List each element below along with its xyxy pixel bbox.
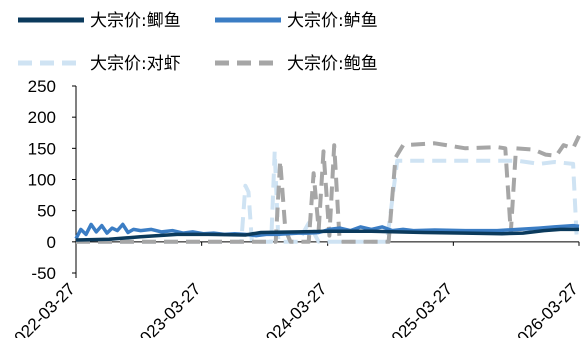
y-tick-label: 100 [28,171,56,190]
x-tick-label: 2022-03-27 [4,279,79,338]
y-tick-label: 250 [28,77,56,96]
series-line [74,222,580,240]
legend-label: 大宗价:鲫鱼 [90,11,181,31]
y-tick-label: 0 [47,233,56,252]
x-tick-label: 2026-03-27 [507,279,582,338]
x-axis: 2022-03-27 2023-03-27 2024-03-27 2025-03-27… [4,241,582,338]
y-tick-label: 200 [28,108,56,127]
y-tick-label: -50 [31,264,56,283]
series-line [76,135,581,244]
x-tick-label: 2023-03-27 [130,279,205,338]
x-tick-label: 2024-03-27 [256,279,331,338]
y-tick-label: 150 [28,139,56,158]
legend-label: 大宗价:鲈鱼 [287,11,378,31]
x-tick-label: 2025-03-27 [381,279,456,338]
y-tick-label: 50 [37,202,56,221]
y-axis: 250 200 150 100 50 0 -50 [28,77,77,283]
series-line [75,227,579,242]
legend-label: 大宗价:鲍鱼 [287,54,378,74]
plot-area [74,135,581,244]
legend-label: 大宗价:对虾 [90,54,181,74]
